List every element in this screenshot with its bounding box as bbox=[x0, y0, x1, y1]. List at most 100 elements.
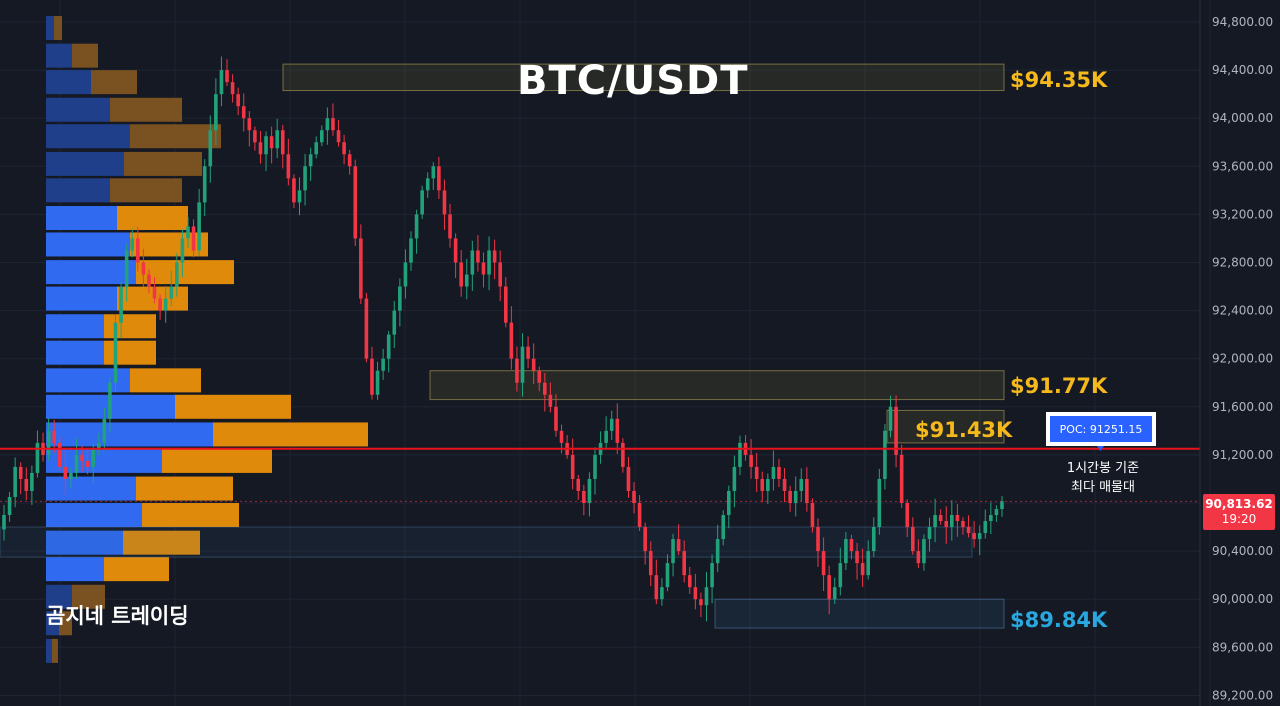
candle-body bbox=[386, 334, 391, 359]
candle-body bbox=[314, 142, 319, 155]
candle-body bbox=[197, 202, 201, 251]
candle-body bbox=[492, 250, 497, 263]
vp-sell-bar bbox=[142, 503, 239, 528]
candle-body bbox=[130, 238, 135, 251]
vp-sell-bar bbox=[52, 638, 58, 663]
candle-body bbox=[152, 286, 157, 299]
vp-sell-bar bbox=[124, 151, 202, 176]
candle-body bbox=[319, 130, 324, 143]
vp-buy-bar bbox=[46, 16, 54, 41]
candle-body bbox=[687, 575, 692, 588]
candle-body bbox=[866, 551, 870, 576]
candle-body bbox=[944, 521, 949, 528]
candle-body bbox=[582, 490, 586, 503]
candle-body bbox=[570, 454, 575, 479]
candle-body bbox=[325, 118, 330, 131]
vp-buy-bar bbox=[46, 286, 117, 311]
zone-box bbox=[886, 409, 1005, 444]
candle-body bbox=[24, 478, 29, 491]
candle-body bbox=[520, 346, 525, 383]
candle-body bbox=[214, 94, 218, 131]
vp-buy-bar bbox=[46, 422, 213, 447]
candle-body bbox=[977, 533, 982, 540]
reference-lines bbox=[0, 446, 1200, 502]
candle-body bbox=[163, 298, 168, 311]
candle-body bbox=[543, 382, 547, 395]
candlesticks bbox=[2, 56, 1004, 622]
vp-sell-bar bbox=[59, 611, 72, 636]
candle-body bbox=[738, 442, 742, 467]
y-axis: 94,800.00 94,400.00 94,000.00 93,600.00 93,2… bbox=[1199, 0, 1273, 706]
vp-buy-bar bbox=[46, 476, 136, 501]
vp-buy-bar bbox=[46, 232, 130, 257]
watermark-text: 곰지네 트레이딩 bbox=[46, 604, 189, 628]
candle-body bbox=[347, 154, 352, 167]
candle-body bbox=[816, 527, 820, 552]
candle-body bbox=[247, 118, 252, 131]
candle-body bbox=[52, 430, 56, 443]
vp-sell-bar bbox=[130, 232, 208, 257]
candle-body bbox=[888, 406, 893, 431]
candle-body bbox=[793, 490, 798, 503]
poc-note-line-2: 최다 매물대 bbox=[1071, 480, 1135, 495]
candle-body bbox=[910, 527, 915, 552]
candle-body bbox=[955, 515, 960, 522]
candle-body bbox=[693, 587, 698, 600]
vp-buy-bar bbox=[46, 638, 52, 663]
candle-body bbox=[459, 262, 463, 287]
candle-body bbox=[13, 466, 17, 497]
candle-body bbox=[225, 70, 229, 83]
vp-buy-bar bbox=[46, 503, 142, 528]
volume-profile bbox=[46, 16, 368, 663]
candle-body bbox=[871, 527, 876, 552]
candle-body bbox=[85, 460, 90, 467]
vp-sell-bar bbox=[123, 530, 200, 555]
candle-body bbox=[503, 286, 508, 323]
candle-body bbox=[18, 466, 23, 479]
current-price-tag: 90,813.62 19:20 bbox=[1203, 494, 1275, 530]
candle-body bbox=[364, 298, 369, 359]
candle-body bbox=[766, 478, 770, 491]
candle-body bbox=[950, 515, 954, 528]
vp-buy-bar bbox=[46, 124, 130, 149]
candle-body bbox=[643, 527, 647, 552]
y-tick-label: 90,400.00 bbox=[1212, 544, 1273, 558]
vp-buy-bar bbox=[46, 43, 72, 68]
candle-body bbox=[375, 370, 380, 395]
candle-body bbox=[297, 190, 302, 203]
candle-body bbox=[136, 238, 140, 263]
y-tick-label: 94,000.00 bbox=[1212, 111, 1273, 125]
candle-body bbox=[303, 166, 307, 191]
support-band bbox=[0, 526, 973, 558]
vp-buy-bar bbox=[46, 368, 130, 393]
candle-body bbox=[771, 466, 776, 479]
vp-sell-bar bbox=[162, 448, 272, 473]
candle-body bbox=[927, 527, 932, 540]
y-tick-label: 91,200.00 bbox=[1212, 448, 1273, 462]
candle-body bbox=[46, 430, 51, 455]
candle-body bbox=[308, 154, 313, 167]
candle-body bbox=[392, 310, 397, 335]
candle-body bbox=[805, 478, 809, 503]
candle-body bbox=[269, 136, 274, 149]
candle-body bbox=[1000, 501, 1004, 510]
candle-body bbox=[961, 521, 965, 528]
candle-body bbox=[409, 238, 413, 263]
candle-body bbox=[983, 521, 988, 534]
candle-body bbox=[74, 454, 79, 473]
candle-body bbox=[370, 358, 374, 395]
candle-body bbox=[442, 190, 447, 215]
y-tick-label: 93,600.00 bbox=[1212, 159, 1273, 173]
candle-body bbox=[799, 478, 804, 491]
candle-body bbox=[637, 503, 642, 528]
candle-body bbox=[7, 496, 12, 516]
candle-body bbox=[883, 430, 887, 479]
vp-sell-bar bbox=[117, 286, 188, 311]
candle-body bbox=[727, 490, 731, 516]
candle-body bbox=[760, 478, 765, 491]
vp-buy-bar bbox=[46, 178, 110, 203]
candle-body bbox=[253, 130, 257, 143]
candle-body bbox=[933, 515, 937, 528]
candle-body bbox=[972, 533, 976, 540]
